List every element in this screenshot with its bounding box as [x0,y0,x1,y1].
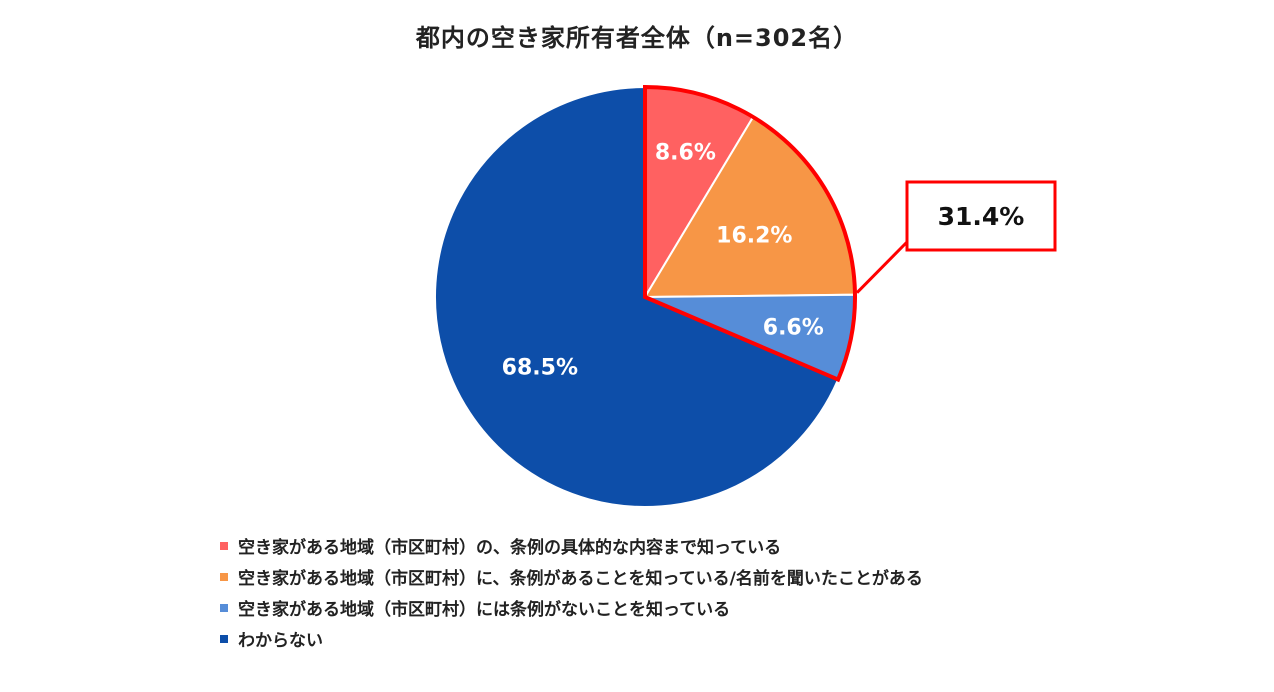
legend: 空き家がある地域（市区町村）の、条例の具体的な内容まで知っている 空き家がある地域… [220,530,923,654]
legend-item: 空き家がある地域（市区町村）の、条例の具体的な内容まで知っている [220,530,923,561]
legend-label: 空き家がある地域（市区町村）に、条例があることを知っている/名前を聞いたことがあ… [238,569,923,589]
legend-item: わからない [220,623,923,654]
legend-swatch [220,634,228,643]
legend-swatch [220,572,228,581]
legend-item: 空き家がある地域（市区町村）に、条例があることを知っている/名前を聞いたことがあ… [220,561,923,592]
callout-connector [855,240,909,294]
legend-label: 空き家がある地域（市区町村）の、条例の具体的な内容まで知っている [238,538,782,558]
slice-label-0: 8.6% [655,140,716,165]
slice-label-3: 68.5% [502,355,578,380]
highlight-outline [643,84,857,383]
legend-swatch [220,541,228,550]
legend-item: 空き家がある地域（市区町村）には条例がないことを知っている [220,592,923,623]
legend-swatch [220,603,228,612]
chart-title: 都内の空き家所有者全体（n=302名） [415,24,859,52]
callout-label: 31.4% [938,202,1025,231]
legend-label: わからない [238,631,323,651]
slice-label-1: 16.2% [716,223,792,248]
legend-label: 空き家がある地域（市区町村）には条例がないことを知っている [238,600,731,620]
slice-label-2: 6.6% [763,316,824,341]
callout-box [905,180,1057,252]
pie-slice-3 [434,85,840,508]
